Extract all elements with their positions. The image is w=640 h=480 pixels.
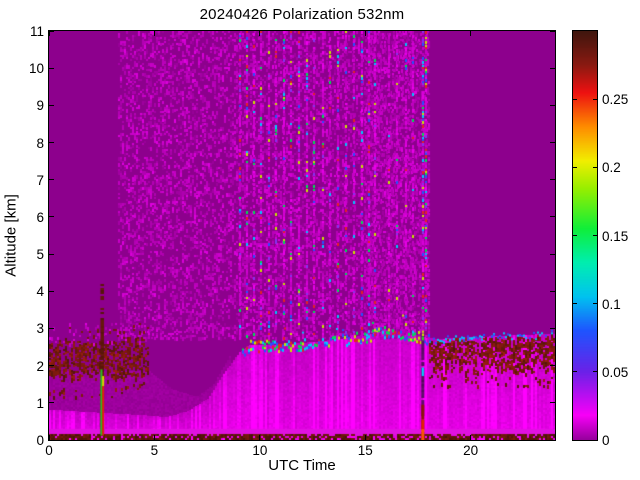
colorbar-tick-label: 0.05 bbox=[602, 364, 629, 380]
tick-mark bbox=[364, 31, 366, 36]
y-axis-label: Altitude [km] bbox=[2, 194, 20, 277]
x-tick-label: 0 bbox=[45, 443, 53, 458]
tick-mark bbox=[550, 402, 555, 404]
tick-mark bbox=[550, 179, 555, 181]
x-axis-label: UTC Time bbox=[268, 457, 336, 474]
x-tick-label: 15 bbox=[357, 443, 373, 458]
tick-mark bbox=[153, 31, 155, 36]
tick-mark bbox=[550, 327, 555, 329]
colorbar-tick-label: 0.25 bbox=[602, 92, 629, 108]
y-tick-label: 6 bbox=[36, 209, 44, 225]
tick-mark bbox=[48, 31, 50, 36]
y-tick-label: 10 bbox=[28, 61, 44, 77]
tick-mark bbox=[153, 435, 155, 440]
tick-mark bbox=[49, 290, 54, 292]
y-tick-label: 0 bbox=[36, 433, 44, 448]
tick-mark bbox=[470, 435, 472, 440]
tick-mark bbox=[550, 439, 555, 441]
y-tick-label: 9 bbox=[36, 98, 44, 114]
tick-mark bbox=[573, 303, 577, 305]
tick-mark bbox=[49, 327, 54, 329]
heatmap-canvas bbox=[49, 31, 555, 440]
x-tick-label: 10 bbox=[252, 443, 268, 458]
tick-mark bbox=[49, 365, 54, 367]
tick-mark bbox=[593, 98, 597, 100]
y-tick-label: 11 bbox=[29, 24, 44, 39]
tick-mark bbox=[364, 435, 366, 440]
plot-frame bbox=[48, 30, 556, 441]
y-tick-label: 2 bbox=[36, 358, 44, 374]
tick-mark bbox=[470, 31, 472, 36]
tick-mark bbox=[573, 166, 577, 168]
y-tick-label: 4 bbox=[36, 284, 44, 300]
chart-title: 20240426 Polarization 532nm bbox=[199, 6, 405, 23]
x-tick-label: 20 bbox=[463, 443, 479, 458]
tick-mark bbox=[550, 142, 555, 144]
colorbar-tick-label: 0.15 bbox=[602, 228, 629, 244]
tick-mark bbox=[49, 402, 54, 404]
tick-mark bbox=[550, 365, 555, 367]
colorbar-tick-label: 0.1 bbox=[602, 296, 621, 312]
tick-mark bbox=[550, 67, 555, 69]
tick-mark bbox=[259, 31, 261, 36]
y-tick-label: 7 bbox=[36, 172, 44, 188]
tick-mark bbox=[49, 142, 54, 144]
tick-mark bbox=[550, 216, 555, 218]
y-tick-label: 8 bbox=[36, 135, 44, 151]
y-tick-label: 5 bbox=[36, 247, 44, 263]
tick-mark bbox=[593, 166, 597, 168]
tick-mark bbox=[259, 435, 261, 440]
colorbar-tick-label: 0.2 bbox=[602, 160, 621, 176]
tick-mark bbox=[593, 235, 597, 236]
colorbar-tick-label: 0 bbox=[602, 433, 610, 448]
tick-mark bbox=[550, 30, 555, 32]
tick-mark bbox=[550, 253, 555, 255]
tick-mark bbox=[49, 179, 54, 181]
tick-mark bbox=[593, 371, 597, 373]
tick-mark bbox=[49, 30, 54, 32]
tick-mark bbox=[593, 439, 597, 441]
tick-mark bbox=[49, 67, 54, 69]
y-tick-label: 1 bbox=[36, 395, 44, 411]
tick-mark bbox=[49, 253, 54, 255]
tick-mark bbox=[49, 216, 54, 218]
tick-mark bbox=[48, 435, 50, 440]
tick-mark bbox=[550, 290, 555, 292]
tick-mark bbox=[593, 303, 597, 305]
tick-mark bbox=[573, 98, 577, 100]
tick-mark bbox=[573, 371, 577, 373]
x-tick-label: 5 bbox=[150, 443, 159, 458]
tick-mark bbox=[49, 104, 54, 106]
tick-mark bbox=[573, 235, 577, 236]
tick-mark bbox=[550, 104, 555, 106]
y-tick-label: 3 bbox=[36, 321, 44, 337]
tick-mark bbox=[573, 439, 577, 441]
tick-mark bbox=[49, 439, 54, 441]
